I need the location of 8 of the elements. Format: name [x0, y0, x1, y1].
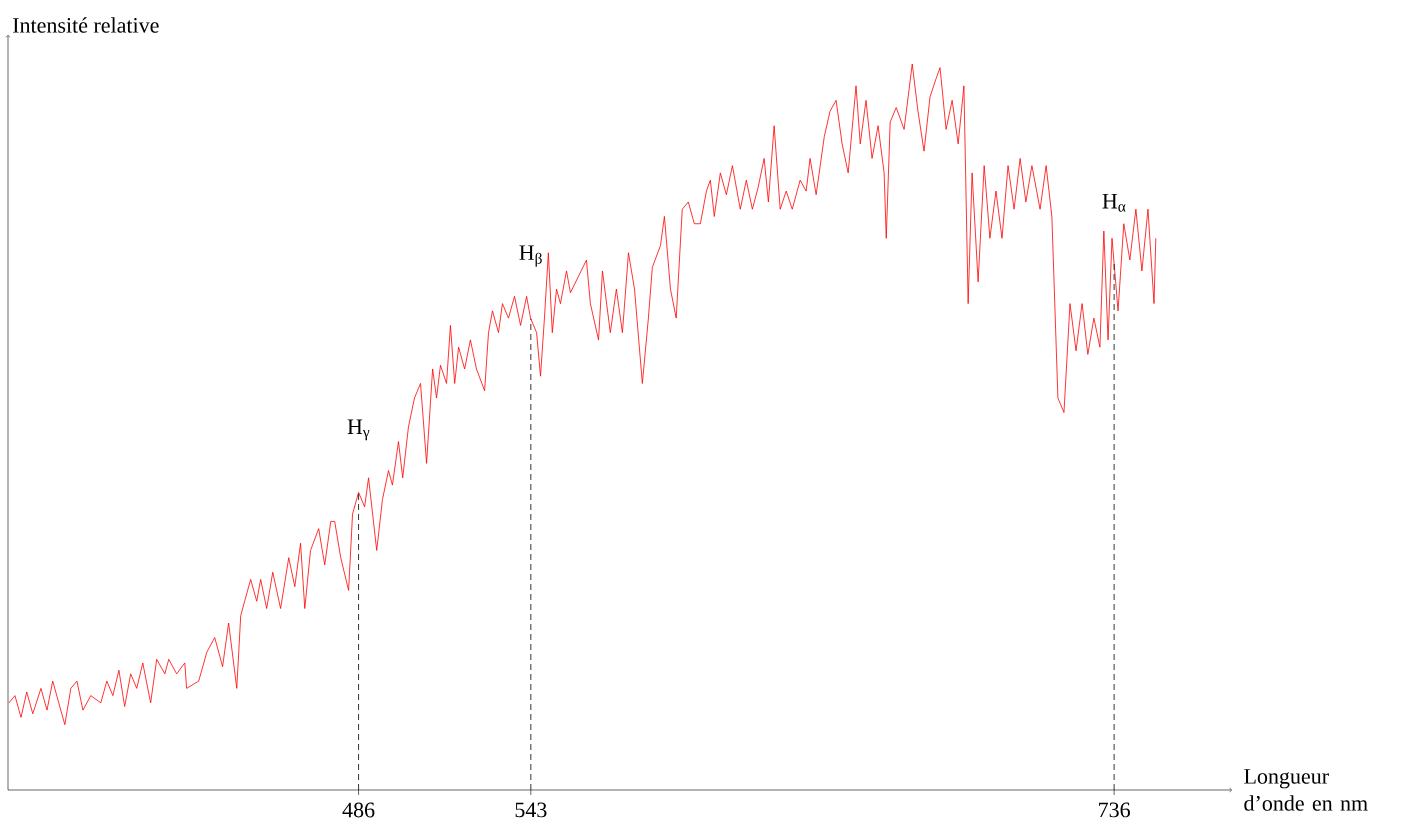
- ref-line-label: H$_{β}$: [519, 245, 542, 267]
- x-tick-label: 543: [515, 802, 547, 818]
- y-axis-title: Intensité relative: [13, 17, 159, 33]
- x-axis-title: Longueur d’onde en nm: [1244, 769, 1368, 811]
- ref-line-label: H$_{α}$: [1102, 193, 1126, 212]
- x-tick-label: 736: [1099, 802, 1130, 818]
- ref-line-label: H$_{γ}$: [347, 419, 370, 441]
- x-tick-label: 486: [342, 802, 375, 818]
